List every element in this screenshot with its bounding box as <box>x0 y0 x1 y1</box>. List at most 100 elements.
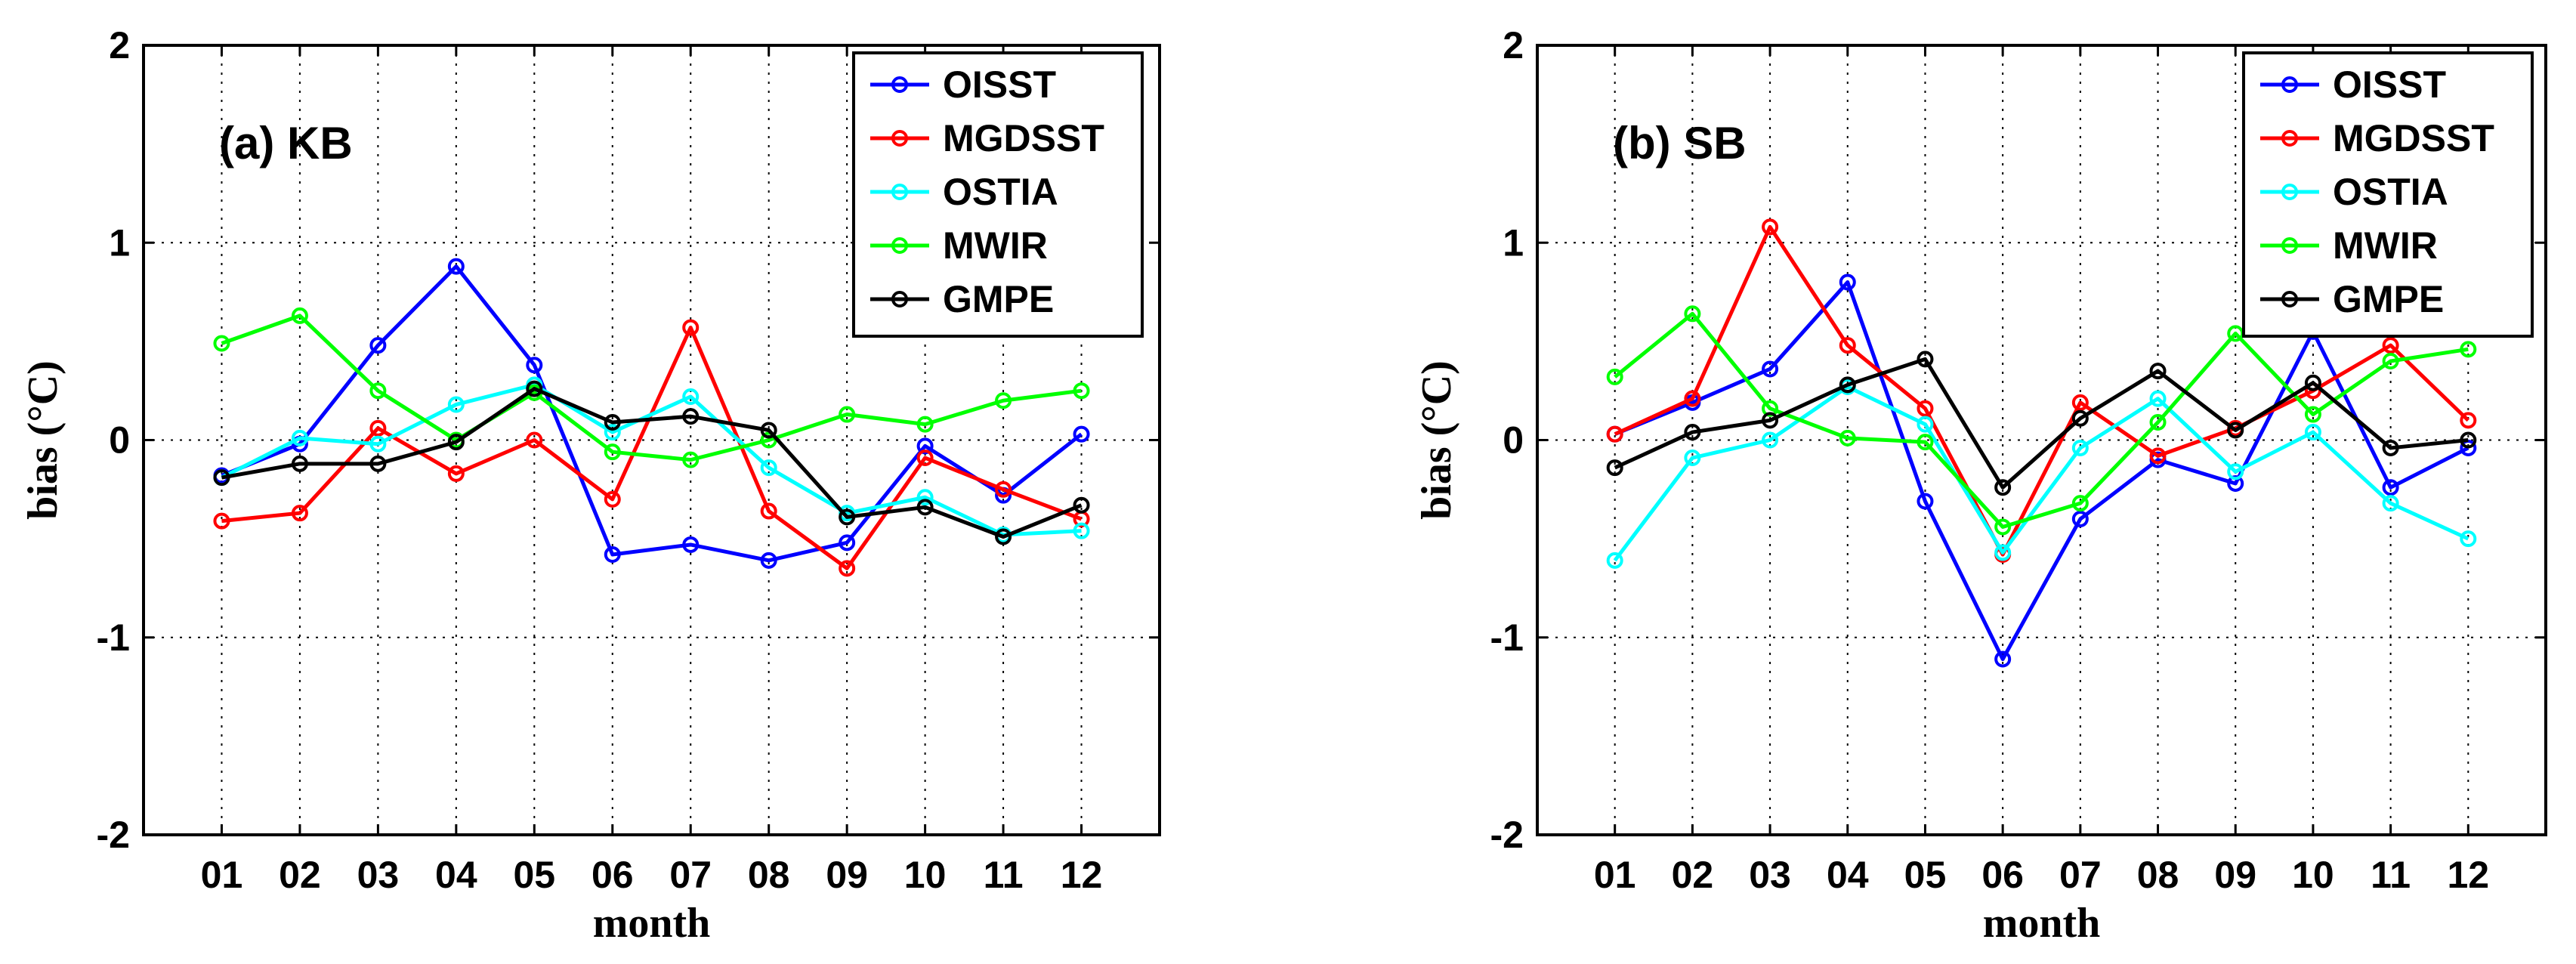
x-tick-label: 01 <box>201 854 243 896</box>
series-line <box>1614 311 2469 529</box>
x-tick-label: 11 <box>2371 854 2411 896</box>
legend-swatch-marker <box>891 237 908 254</box>
data-point <box>1917 434 1934 451</box>
data-point <box>2460 412 2477 429</box>
data-point <box>1762 360 1779 378</box>
x-tick-label: 07 <box>2059 854 2102 896</box>
legend-swatch-marker <box>891 130 908 147</box>
data-point <box>2071 409 2089 427</box>
data-point <box>2382 353 2399 369</box>
legend-label: OISST <box>943 63 1056 106</box>
legend-label: GMPE <box>2333 278 2444 320</box>
x-tick-label: 10 <box>2292 854 2334 896</box>
data-point <box>760 459 777 477</box>
data-point <box>2382 495 2399 512</box>
data-point <box>1917 351 1934 368</box>
legend: OISST MGDSST OSTIA MWIR GMPE <box>852 51 1144 338</box>
legend-label: OISST <box>2333 63 2446 106</box>
data-point <box>447 434 465 451</box>
data-point <box>604 546 621 564</box>
data-point <box>995 480 1012 498</box>
data-point <box>526 357 543 374</box>
x-tick-label: 12 <box>2447 854 2489 896</box>
data-point <box>291 429 308 446</box>
series-line <box>1613 385 2469 562</box>
data-point <box>1917 416 1934 433</box>
data-point <box>1839 376 1856 394</box>
legend-swatch-marker <box>2281 237 2298 254</box>
data-point <box>2149 363 2167 380</box>
data-point <box>2382 479 2399 496</box>
y-tick-label: 1 <box>1503 221 1524 264</box>
data-point <box>839 560 856 577</box>
data-point <box>369 382 387 400</box>
x-tick-label: 05 <box>513 854 555 896</box>
y-tick-label: -1 <box>1490 616 1524 659</box>
data-point <box>604 490 621 508</box>
y-tick-label: -2 <box>1490 814 1524 856</box>
x-tick-label: 11 <box>984 854 1024 896</box>
y-tick-label: 2 <box>109 24 130 66</box>
legend-label: MGDSST <box>943 117 1104 159</box>
data-point <box>1917 400 1934 417</box>
data-point <box>1606 368 1623 385</box>
y-axis-label: bias (°C) <box>20 360 66 520</box>
data-point <box>2227 463 2244 480</box>
data-point <box>760 502 777 520</box>
x-tick-label: 07 <box>669 854 712 896</box>
data-point <box>604 413 621 431</box>
data-point <box>1839 429 1856 446</box>
data-point <box>1073 496 1090 514</box>
data-point <box>916 499 934 516</box>
data-point <box>213 469 230 487</box>
data-point <box>1762 431 1779 449</box>
series-ostia <box>1606 378 2477 569</box>
x-tick-label: 06 <box>591 854 634 896</box>
data-point <box>2149 390 2167 407</box>
data-point <box>1994 479 2012 496</box>
panel-title: (b) SB <box>1613 118 1747 168</box>
y-axis-label: bias (°C) <box>1413 360 1460 520</box>
data-point <box>369 419 387 437</box>
x-tick-label: 10 <box>904 854 947 896</box>
x-axis-label: month <box>593 900 711 947</box>
y-tick-label: 2 <box>1503 24 1524 66</box>
data-point <box>2071 394 2089 411</box>
data-point <box>839 534 856 552</box>
gridlines <box>144 45 1160 835</box>
series-line <box>1614 224 2470 557</box>
x-tick-label: 03 <box>1749 854 1791 896</box>
data-point <box>2460 431 2477 449</box>
legend-swatch-marker <box>2281 291 2298 307</box>
x-tick-label: 04 <box>435 854 477 896</box>
legend-swatch-marker <box>2281 184 2298 200</box>
x-tick-label: 01 <box>1594 854 1636 896</box>
panel-title: (a) KB <box>219 118 353 168</box>
data-point <box>682 388 700 406</box>
data-point <box>916 437 934 455</box>
data-point <box>682 408 700 425</box>
x-tick-label: 12 <box>1061 854 1103 896</box>
data-point <box>369 435 387 453</box>
x-tick-label: 08 <box>748 854 790 896</box>
data-point <box>1073 382 1090 400</box>
x-tick-label: 09 <box>826 854 868 896</box>
data-point <box>839 508 856 526</box>
data-point <box>1839 273 1856 291</box>
series-line <box>1614 280 2469 661</box>
data-point <box>682 536 700 553</box>
legend-label: GMPE <box>943 278 1054 320</box>
data-point <box>760 552 777 569</box>
data-point <box>682 451 700 468</box>
data-point <box>2460 530 2477 548</box>
data-point <box>604 443 621 461</box>
legend-swatch-marker <box>2281 76 2298 93</box>
data-point <box>1606 459 1623 477</box>
data-point <box>604 424 621 441</box>
data-point <box>1606 552 1623 569</box>
data-point <box>2460 341 2477 358</box>
chart-panel-2: 01 02 03 04 05 06 07 08 09 10 11 12210-1-2monthbias… <box>1413 24 2547 947</box>
data-point <box>2071 495 2089 512</box>
series-gmpe <box>213 380 1090 545</box>
